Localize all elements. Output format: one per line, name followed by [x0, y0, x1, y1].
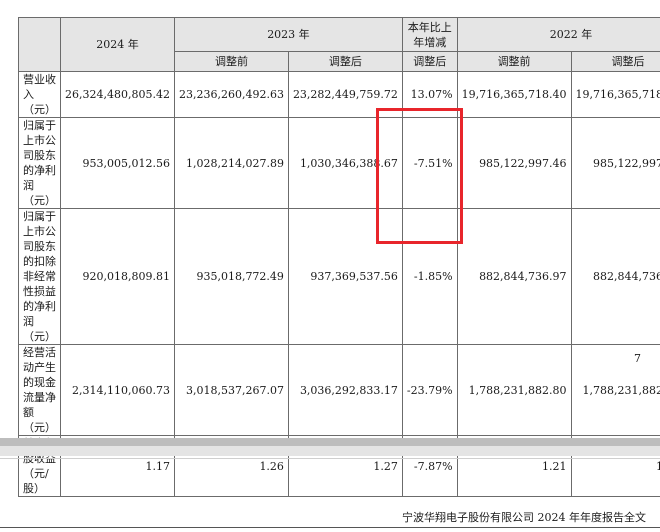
- cell-2023-after: 3,036,292,833.17: [287, 344, 403, 436]
- page-gap: [0, 446, 660, 456]
- header-row-1: 2024 年 2023 年 本年比上年增减 2022 年: [18, 17, 660, 72]
- cell-2023-after: 1,030,346,388.67: [287, 117, 403, 209]
- cell-2023-after: 937,369,537.56: [287, 208, 403, 345]
- row-label: 归属于上市公司股东的扣除非经常性损益的净利润（元）: [18, 208, 61, 345]
- financial-data-table: 2024 年 2023 年 本年比上年增减 2022 年 调整前 调整后 调整后…: [18, 17, 660, 497]
- cell-2022-before: 19,716,365,718.40: [456, 71, 572, 118]
- cell-2024: 26,324,480,805.42: [60, 71, 175, 118]
- cell-2022-after: 985,122,997.46: [570, 117, 660, 209]
- header-2023: 2023 年: [173, 17, 403, 52]
- table-row: 营业收入（元） 26,324,480,805.42 23,236,260,492…: [18, 71, 660, 118]
- cell-2024: 953,005,012.56: [60, 117, 175, 209]
- cell-2022-after: 882,844,736.97: [570, 208, 660, 345]
- cell-2023-before: 23,236,260,492.63: [173, 71, 289, 118]
- header-2023-before: 调整前: [173, 51, 289, 72]
- cell-2022-before: 985,122,997.46: [456, 117, 572, 209]
- table-row: 经营活动产生的现金流量净额（元） 2,314,110,060.73 3,018,…: [18, 344, 660, 436]
- cell-yoy: 13.07%: [401, 71, 458, 118]
- row-label: 经营活动产生的现金流量净额（元）: [18, 344, 61, 436]
- cell-2022-before: 1,788,231,882.80: [456, 344, 572, 436]
- page-edge: [0, 458, 660, 459]
- cell-2023-after: 23,282,449,759.72: [287, 71, 403, 118]
- table-row: 归属于上市公司股东的净利润（元） 953,005,012.56 1,028,21…: [18, 117, 660, 209]
- header-2022: 2022 年: [456, 17, 660, 52]
- header-yoy-adjusted: 调整后: [401, 51, 458, 72]
- row-label: 归属于上市公司股东的净利润（元）: [18, 117, 61, 209]
- table-row: 归属于上市公司股东的扣除非经常性损益的净利润（元） 920,018,809.81…: [18, 208, 660, 345]
- cell-2023-before: 935,018,772.49: [173, 208, 289, 345]
- row-label: 营业收入（元）: [18, 71, 61, 118]
- cell-2023-before: 1,028,214,027.89: [173, 117, 289, 209]
- cell-yoy: -23.79%: [401, 344, 458, 436]
- cell-2022-after: 19,716,365,718.40: [570, 71, 660, 118]
- header-row-2: 调整前 调整后 调整后 调整前 调整后: [19, 51, 660, 72]
- page-separator: [0, 438, 660, 446]
- corner-cell: [18, 17, 61, 72]
- cell-2022-after: 1,788,231,882.80: [570, 344, 660, 436]
- cell-2024: 920,018,809.81: [60, 208, 175, 345]
- header-2022-after: 调整后: [570, 51, 660, 72]
- header-2023-after: 调整后: [287, 51, 403, 72]
- footer-rule: [0, 527, 660, 528]
- cell-2023-before: 3,018,537,267.07: [173, 344, 289, 436]
- cell-yoy: -1.85%: [401, 208, 458, 345]
- page-number: 7: [634, 352, 641, 365]
- header-yoy: 本年比上年增减: [401, 17, 458, 52]
- report-footer: 宁波华翔电子股份有限公司 2024 年年度报告全文: [402, 511, 646, 524]
- header-2022-before: 调整前: [456, 51, 572, 72]
- header-2024: 2024 年: [60, 17, 175, 72]
- cell-2024: 2,314,110,060.73: [60, 344, 175, 436]
- cell-2022-before: 882,844,736.97: [456, 208, 572, 345]
- cell-yoy: -7.51%: [401, 117, 458, 209]
